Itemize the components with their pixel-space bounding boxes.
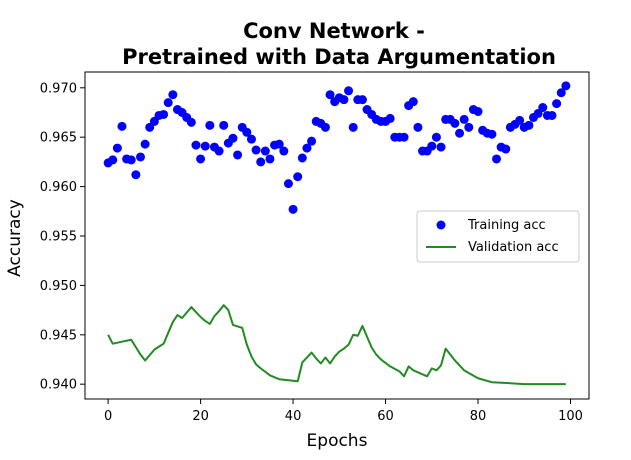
training-acc-point (459, 114, 469, 124)
training-acc-point (274, 139, 284, 149)
training-acc-point (408, 97, 418, 107)
y-tick-label: 0.950 (40, 279, 77, 294)
training-acc-point (487, 129, 497, 139)
training-acc-point (357, 95, 367, 105)
y-tick-label: 0.955 (40, 229, 77, 244)
chart-title-line-1: Conv Network - (243, 19, 425, 43)
training-acc-point (344, 86, 354, 96)
training-acc-point (552, 99, 562, 109)
training-acc-point (413, 122, 423, 132)
validation-acc-line (107, 304, 566, 386)
training-acc-point (126, 155, 136, 165)
training-acc-point (117, 121, 127, 131)
training-acc-point (214, 146, 224, 156)
validation-series (107, 304, 566, 386)
x-tick-label: 60 (377, 409, 394, 424)
training-acc-point (288, 204, 298, 214)
training-acc-point (427, 141, 437, 151)
x-tick-label: 80 (470, 409, 487, 424)
legend: Training acc Validation acc (416, 210, 580, 263)
training-acc-point (200, 141, 210, 151)
training-acc-point (140, 139, 150, 149)
training-acc-point (228, 133, 238, 143)
plot-frame (84, 71, 590, 400)
y-tick-label: 0.945 (40, 328, 77, 343)
training-acc-point (325, 90, 335, 100)
training-acc-point (524, 120, 534, 130)
training-acc-point (191, 140, 201, 150)
training-acc-point (450, 118, 460, 128)
y-tick-label: 0.970 (40, 81, 77, 96)
training-acc-point (473, 107, 483, 117)
training-acc-point (348, 122, 358, 132)
y-tick-label: 0.965 (40, 131, 77, 146)
training-acc-point (242, 127, 252, 137)
training-acc-point (302, 143, 312, 153)
training-acc-point (492, 154, 502, 164)
training-acc-point (385, 113, 395, 123)
training-acc-point (246, 134, 256, 144)
training-acc-point (135, 152, 145, 162)
training-acc-point (233, 150, 243, 160)
training-acc-point (205, 120, 215, 130)
training-acc-point (163, 98, 173, 108)
training-acc-point (307, 136, 317, 146)
training-acc-point (131, 170, 141, 180)
training-acc-point (293, 172, 303, 182)
training-acc-point (112, 143, 122, 153)
training-acc-point (547, 110, 557, 120)
legend-training-marker (436, 220, 446, 230)
legend-training-label: Training acc (467, 218, 546, 233)
training-acc-point (186, 117, 196, 127)
training-acc-point (515, 115, 525, 125)
training-acc-point (556, 88, 566, 98)
chart-title-line-2: Pretrained with Data Argumentation (122, 45, 556, 69)
y-axis-label: Accuracy (5, 199, 25, 277)
training-acc-point (219, 120, 229, 130)
x-axis-ticks: 0 20 40 60 80 100 (104, 399, 583, 424)
training-acc-point (279, 146, 289, 156)
x-tick-label: 40 (285, 409, 302, 424)
training-acc-point (464, 122, 474, 132)
x-tick-label: 100 (558, 409, 583, 424)
training-acc-point (339, 95, 349, 105)
x-tick-label: 0 (104, 409, 112, 424)
training-acc-point (168, 90, 178, 100)
y-tick-label: 0.960 (40, 180, 77, 195)
training-series (103, 81, 571, 214)
training-acc-point (251, 145, 261, 155)
training-acc-point (399, 132, 409, 142)
training-acc-point (265, 154, 275, 164)
training-acc-point (260, 146, 270, 156)
x-axis-label: Epochs (307, 431, 368, 451)
training-acc-point (561, 81, 571, 91)
training-acc-point (297, 153, 307, 163)
training-acc-point (196, 154, 206, 164)
training-acc-point (436, 142, 446, 152)
x-tick-label: 20 (192, 409, 209, 424)
y-axis-ticks: 0.940 0.945 0.950 0.955 0.960 0.965 0.970 (40, 81, 85, 393)
training-acc-point (501, 144, 511, 154)
training-acc-point (283, 179, 293, 189)
training-acc-point (256, 157, 266, 167)
y-tick-label: 0.940 (40, 378, 77, 393)
training-acc-point (108, 155, 118, 165)
training-acc-point (538, 103, 548, 113)
legend-validation-label: Validation acc (468, 240, 559, 255)
training-acc-point (431, 132, 441, 142)
legend-box (416, 210, 580, 263)
training-acc-point (455, 128, 465, 138)
training-acc-point (320, 122, 330, 132)
training-acc-point (159, 109, 169, 119)
